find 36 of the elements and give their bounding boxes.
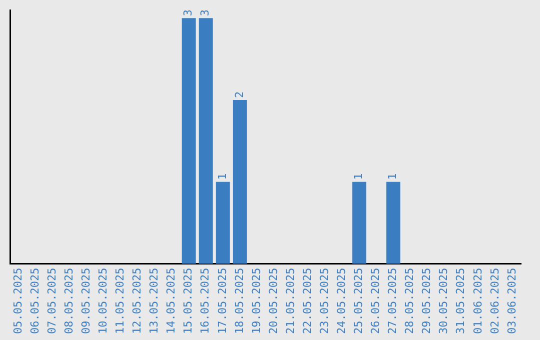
x-tick-label: 11.05.2025 <box>114 268 127 334</box>
data-label: 1 <box>216 173 229 180</box>
x-tick-label: 26.05.2025 <box>369 268 382 334</box>
x-tick-label: 06.05.2025 <box>28 268 42 334</box>
x-tick-label: 21.05.2025 <box>284 268 297 334</box>
x-tick-label: 09.05.2025 <box>80 268 93 334</box>
data-label: 1 <box>352 173 366 180</box>
x-tick-label: 02.06.2025 <box>488 268 502 334</box>
x-tick-label: 18.05.2025 <box>232 268 246 334</box>
x-tick-label: 15.05.2025 <box>182 268 195 334</box>
x-tick-label: 13.05.2025 <box>148 268 161 334</box>
x-tick-label: 30.05.2025 <box>437 268 450 334</box>
data-label: 1 <box>386 173 400 180</box>
x-tick-label: 05.05.2025 <box>11 268 24 334</box>
x-tick-label: 20.05.2025 <box>266 268 280 334</box>
data-label: 3 <box>198 10 212 16</box>
x-tick-label: 24.05.2025 <box>335 268 348 334</box>
data-label: 2 <box>232 91 246 98</box>
x-tick-label: 16.05.2025 <box>198 268 212 334</box>
x-tick-label: 01.06.2025 <box>471 268 484 334</box>
x-tick-label: 08.05.2025 <box>62 268 76 334</box>
x-tick-label: 27.05.2025 <box>386 268 400 334</box>
x-tick-label: 31.05.2025 <box>454 268 468 334</box>
x-tick-label: 10.05.2025 <box>96 268 110 334</box>
x-tick-label: 19.05.2025 <box>250 268 263 334</box>
x-tick-label: 07.05.2025 <box>45 268 58 334</box>
x-tick-label: 03.06.2025 <box>505 268 518 334</box>
x-tick-label: 23.05.2025 <box>318 268 331 334</box>
data-label: 3 <box>182 10 195 16</box>
x-tick-label: 22.05.2025 <box>300 268 314 334</box>
x-tick-label: 14.05.2025 <box>164 268 178 334</box>
x-tick-label: 17.05.2025 <box>216 268 229 334</box>
x-tick-label: 12.05.2025 <box>130 268 144 334</box>
x-tick-label: 25.05.2025 <box>352 268 366 334</box>
x-tick-label: 29.05.2025 <box>420 268 434 334</box>
x-tick-label: 28.05.2025 <box>403 268 416 334</box>
